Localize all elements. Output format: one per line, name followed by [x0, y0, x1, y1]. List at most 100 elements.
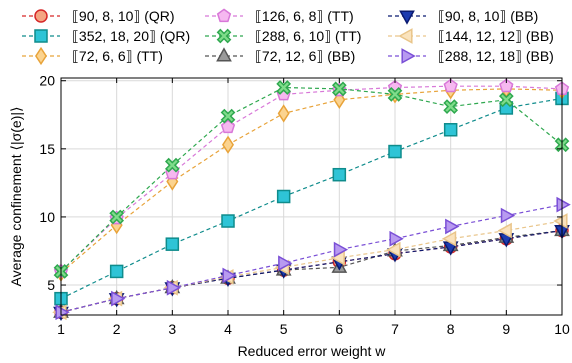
legend-label: ⟦144, 12, 12⟧ (BB) — [438, 28, 554, 44]
series-line — [60, 204, 563, 313]
series-line — [60, 229, 563, 313]
legend-label: ⟦352, 18, 20⟧ (QR) — [72, 28, 190, 44]
legend-label: ⟦288, 6, 10⟧ (TT) — [255, 28, 361, 44]
series-3 — [55, 79, 568, 282]
data-point — [388, 144, 402, 159]
data-point — [220, 108, 236, 124]
x-tick-label: 1 — [57, 321, 65, 337]
legend-label: ⟦126, 6, 8⟧ (TT) — [255, 8, 354, 24]
legend-marker — [216, 28, 232, 44]
data-point — [556, 196, 571, 213]
y-axis: 5 10 15 20 — [39, 73, 562, 293]
series-6 — [53, 221, 570, 318]
series-line — [60, 86, 563, 272]
legend-marker — [35, 46, 47, 66]
data-point — [443, 99, 459, 114]
legend-item: ⟦72, 12, 6⟧ (BB) — [205, 47, 355, 64]
series-line — [60, 229, 563, 313]
legend-marker — [216, 47, 232, 62]
data-point — [278, 255, 293, 272]
data-point — [386, 241, 401, 258]
legend-marker — [34, 29, 48, 43]
x-tick-label: 7 — [391, 321, 399, 337]
series-line — [60, 85, 563, 272]
legend-item: ⟦90, 8, 10⟧ (QR) — [22, 8, 175, 24]
legend-item: ⟦72, 6, 6⟧ (TT) — [22, 46, 163, 66]
data-point — [55, 304, 70, 321]
grid-lines — [60, 78, 563, 315]
legend-item: ⟦90, 8, 10⟧ (BB) — [388, 8, 538, 25]
x-tick-label: 8 — [447, 321, 455, 337]
data-point — [445, 218, 460, 235]
data-point — [222, 135, 234, 154]
legend-marker — [399, 10, 415, 25]
y-tick-label: 10 — [39, 209, 55, 225]
y-tick-label: 15 — [39, 141, 55, 157]
data-point — [276, 189, 291, 204]
legend-marker — [401, 48, 416, 64]
legend: ⟦90, 8, 10⟧ (QR) ⟦352, 18, 20⟧ (QR) ⟦72, 6… — [22, 8, 554, 66]
legend-label: ⟦90, 8, 10⟧ (BB) — [438, 8, 538, 24]
data-point — [164, 157, 180, 173]
series-2 — [54, 91, 569, 306]
series-9 — [55, 196, 571, 321]
x-tick-label: 9 — [502, 321, 510, 337]
x-axis-label: Reduced error weight w — [238, 343, 387, 359]
series-1 — [54, 223, 569, 320]
data-point — [165, 237, 180, 251]
legend-label: ⟦72, 6, 6⟧ (TT) — [72, 48, 163, 64]
data-point — [497, 222, 512, 239]
series-line — [60, 97, 563, 300]
data-point — [111, 290, 126, 307]
legend-marker — [398, 28, 413, 44]
data-point — [389, 230, 404, 247]
x-tick-label: 10 — [554, 321, 570, 337]
legend-item: ⟦288, 6, 10⟧ (TT) — [205, 28, 361, 44]
data-point — [221, 214, 235, 228]
y-tick-label: 20 — [39, 73, 55, 89]
data-point — [441, 230, 457, 247]
data-point — [222, 267, 237, 284]
x-tick-label: 3 — [168, 321, 176, 337]
data-point — [332, 167, 347, 182]
y-axis-label: Average confinement ⟨|σ(e)|⟩ — [8, 107, 24, 287]
legend-marker — [216, 8, 232, 23]
data-point — [277, 104, 290, 123]
data-point — [331, 81, 347, 97]
y-tick-label: 5 — [47, 277, 55, 293]
legend-label: ⟦288, 12, 18⟧ (BB) — [438, 48, 554, 64]
data-point — [498, 92, 514, 108]
series-line — [60, 220, 563, 313]
plot-frame — [60, 77, 563, 316]
series-line — [60, 88, 563, 274]
data-point — [387, 86, 403, 102]
legend-marker — [34, 9, 48, 23]
legend-item: ⟦144, 12, 12⟧ (BB) — [388, 28, 554, 44]
legend-item: ⟦126, 6, 8⟧ (TT) — [205, 8, 354, 24]
data-point — [443, 78, 458, 93]
x-tick-label: 2 — [113, 321, 121, 337]
legend-item: ⟦288, 12, 18⟧ (BB) — [388, 48, 554, 64]
data-point — [109, 209, 125, 225]
series-4 — [53, 78, 570, 278]
data-point — [500, 207, 516, 224]
data-point — [276, 80, 292, 95]
legend-item: ⟦352, 18, 20⟧ (QR) — [22, 28, 190, 44]
series-line — [60, 229, 563, 313]
data-point — [109, 264, 124, 279]
x-tick-label: 6 — [335, 321, 343, 337]
data-point — [553, 213, 568, 229]
series-layer — [52, 78, 571, 322]
data-point — [333, 241, 349, 258]
x-axis: 1 2 3 4 5 6 7 8 9 10 — [57, 78, 570, 337]
data-point — [443, 123, 458, 137]
data-point — [499, 78, 514, 93]
x-tick-label: 4 — [224, 321, 232, 337]
data-point — [166, 279, 182, 296]
legend-label: ⟦90, 8, 10⟧ (QR) — [72, 8, 175, 24]
data-point — [220, 119, 236, 134]
x-tick-label: 5 — [280, 321, 288, 337]
series-5 — [53, 80, 570, 279]
legend-label: ⟦72, 12, 6⟧ (BB) — [255, 48, 355, 64]
